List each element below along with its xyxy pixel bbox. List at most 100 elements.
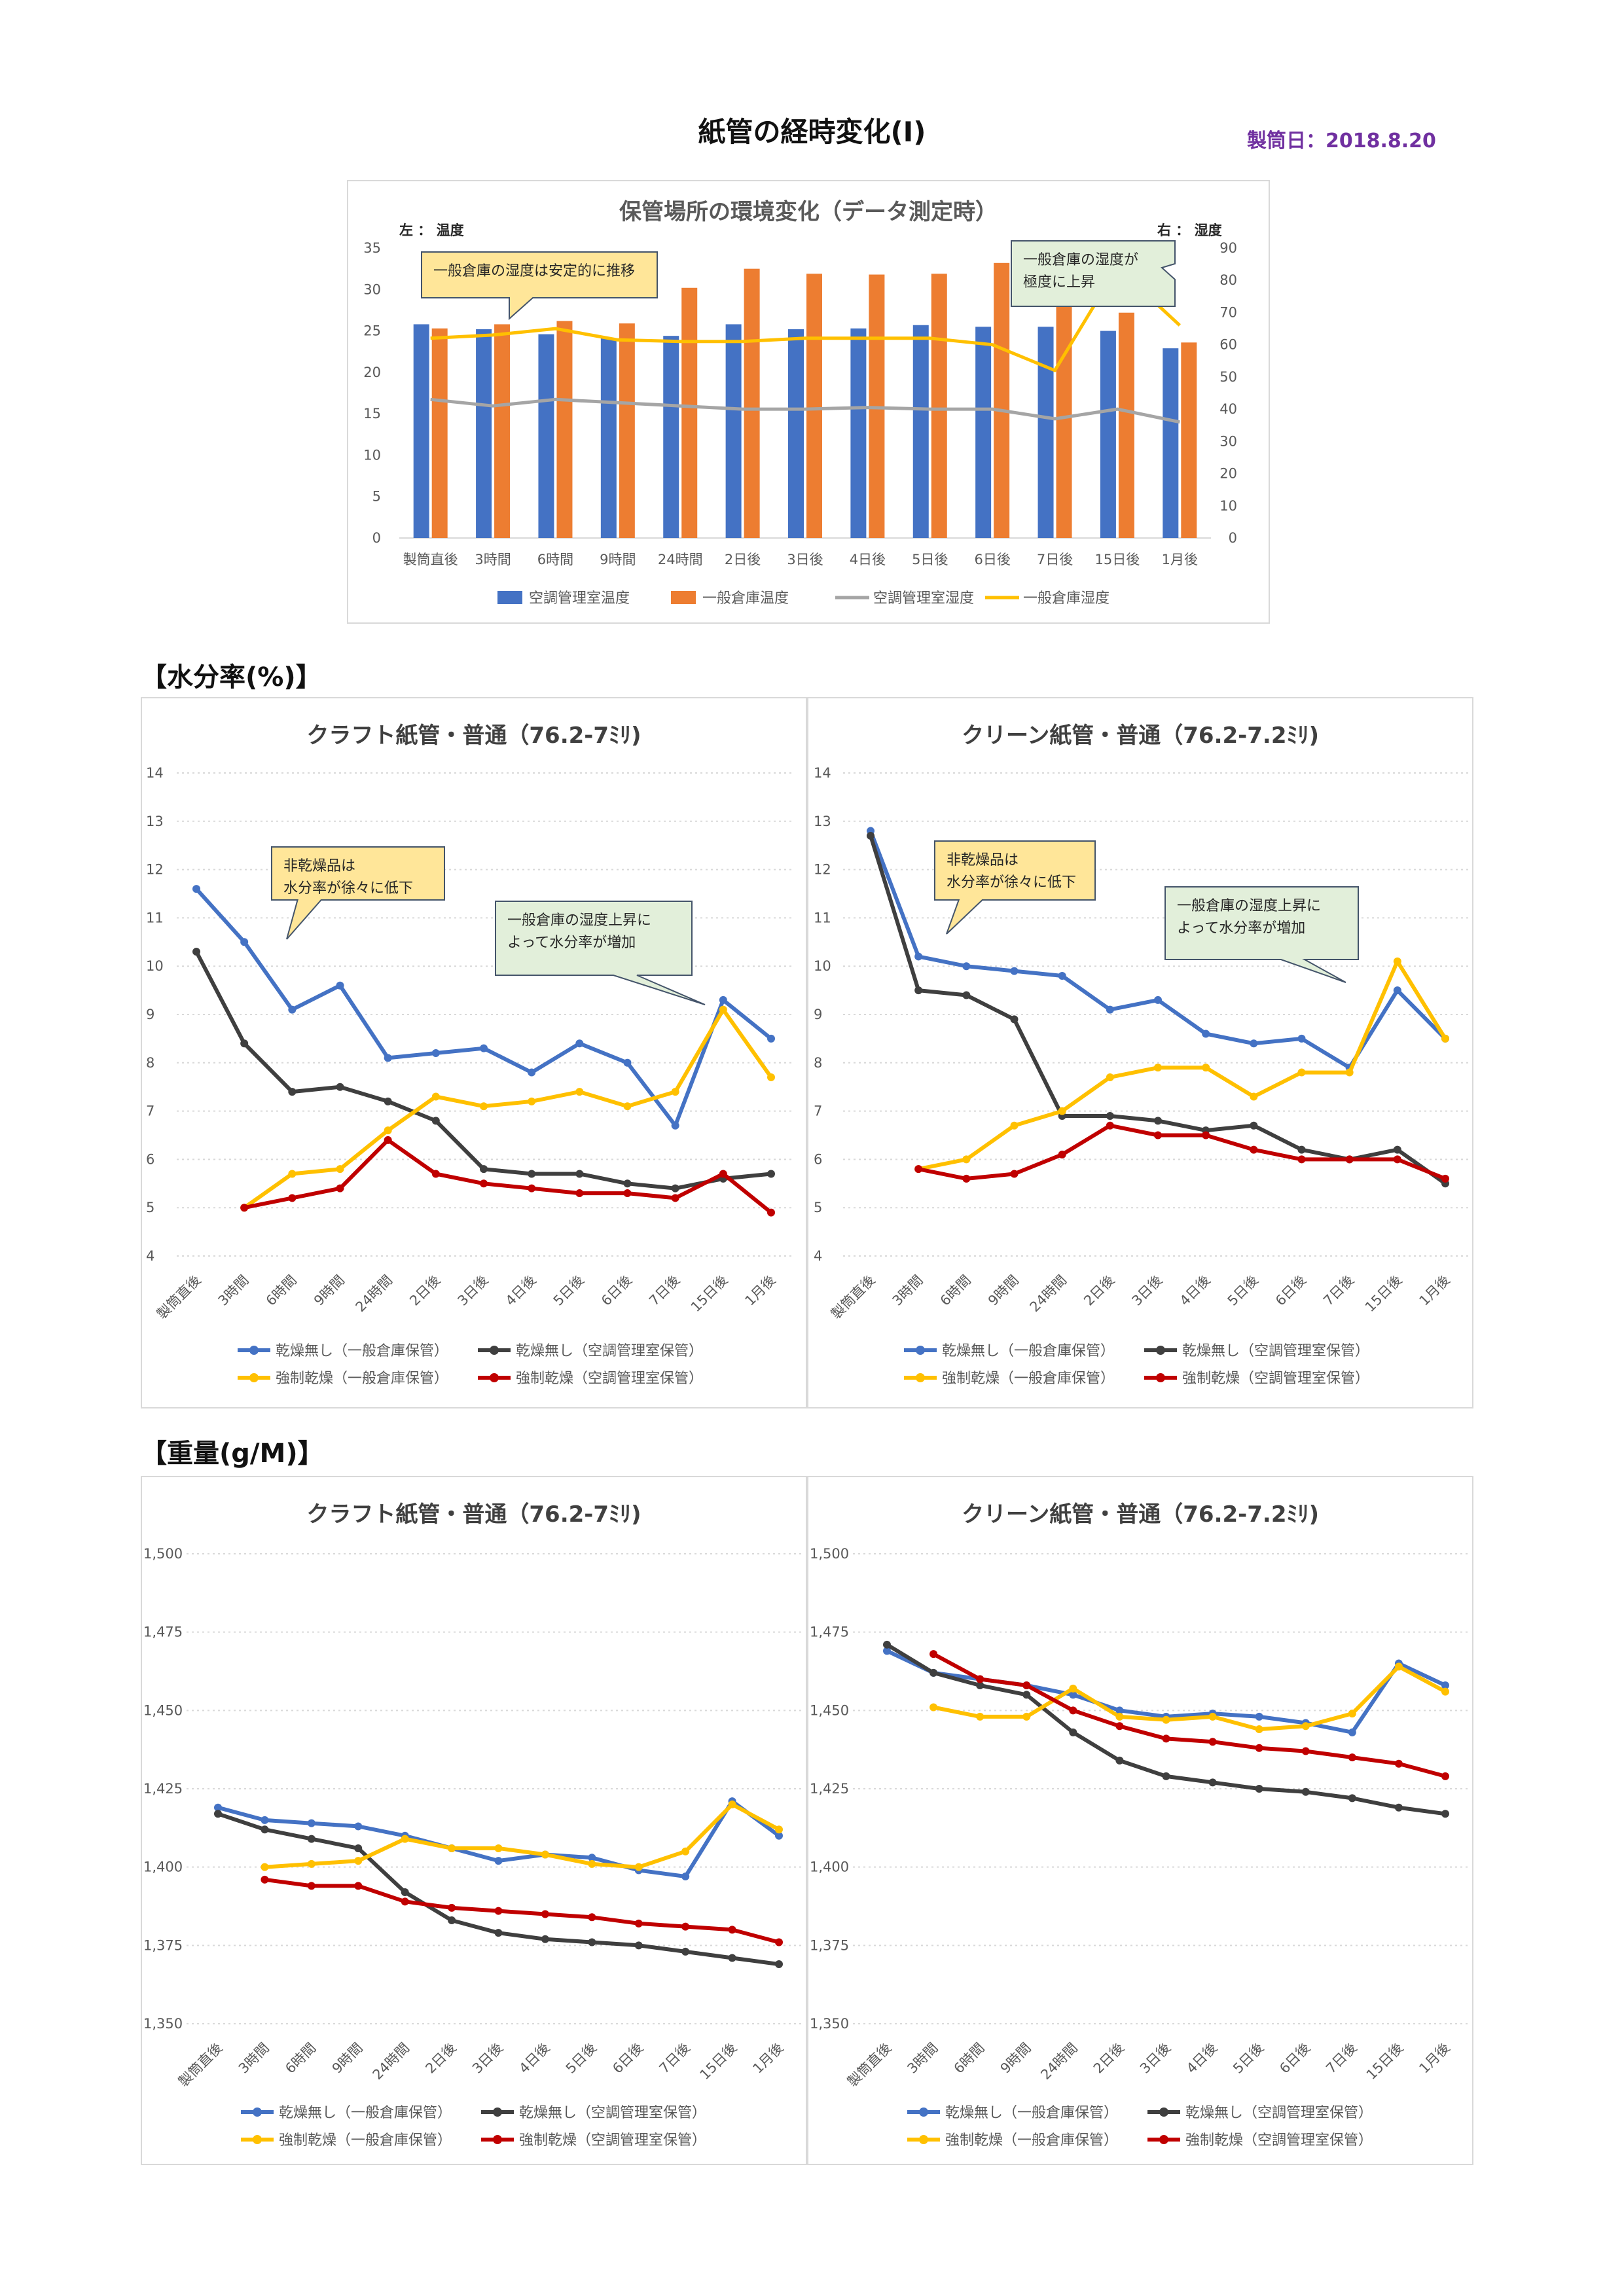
y-right-tick-label: 0 (1229, 530, 1237, 546)
data-point (494, 1844, 503, 1852)
data-point (1022, 1712, 1031, 1721)
legend-marker (493, 2135, 502, 2144)
callout-moisture-rise-text: 一般倉庫の湿度上昇に (507, 912, 651, 929)
data-point (681, 1947, 690, 1956)
legend-marker (249, 1346, 259, 1355)
callout-moisture-decline-shape (271, 846, 445, 940)
data-point (671, 1194, 679, 1202)
y-tick-label: 4 (146, 1248, 154, 1264)
data-point (288, 1005, 297, 1014)
y-left-tick-label: 5 (372, 489, 381, 505)
data-point (336, 1165, 344, 1174)
data-point (623, 1102, 632, 1111)
data-point (307, 1859, 316, 1868)
y-tick-label: 1,475 (810, 1624, 849, 1640)
series-line-3 (918, 1123, 1447, 1181)
data-point (775, 1938, 783, 1946)
y-left-tick-label: 15 (363, 406, 381, 422)
legend-marker (919, 2135, 928, 2144)
legend-marker (253, 2135, 262, 2144)
y-tick-label: 5 (814, 1200, 822, 1215)
data-point (1393, 986, 1401, 995)
data-point (719, 1005, 727, 1014)
bar-1 (994, 262, 1010, 538)
data-point (1297, 1155, 1306, 1164)
data-point (1441, 1034, 1449, 1043)
chart-frame (807, 697, 1473, 1408)
data-point (494, 1929, 503, 1937)
x-tick-label: 4日後 (850, 552, 886, 567)
data-point (261, 1863, 269, 1871)
callout-rise-text: 一般倉庫の湿度が (1023, 252, 1138, 268)
data-point (1069, 1728, 1077, 1736)
data-point (1255, 1712, 1263, 1721)
legend-label: 強制乾燥（空調管理室保管） (1185, 2132, 1373, 2149)
data-point (1154, 1117, 1162, 1125)
environment-chart: 保管場所の環境変化（データ測定時） 左 ： 温度 右 ： 湿度 0 5 10 15 20 25 3… (347, 180, 1270, 624)
chart-title: クリーン紙管・普通（76.2-7.2ﾐﾘ) (962, 723, 1319, 749)
data-point (719, 996, 727, 1004)
humidity-line-0 (430, 397, 1180, 424)
legend-label: 乾燥無し（一般倉庫保管） (276, 1343, 448, 1359)
data-point (1202, 1131, 1210, 1139)
y-tick-label: 8 (146, 1055, 154, 1071)
data-point (1255, 1785, 1263, 1793)
chart-title: 保管場所の環境変化（データ測定時） (619, 199, 998, 225)
data-point (1301, 1722, 1310, 1731)
data-point (1162, 1734, 1170, 1743)
y-tick-label: 11 (814, 910, 831, 925)
data-point (671, 1184, 679, 1193)
series-line-2 (264, 1802, 780, 1869)
data-point (336, 1083, 344, 1091)
y-tick-label: 5 (146, 1200, 154, 1215)
data-point (448, 1903, 456, 1912)
data-point (1154, 1131, 1162, 1139)
data-point (1069, 1684, 1077, 1693)
data-point (240, 938, 249, 946)
data-point (401, 1888, 409, 1896)
y-left-tick-label: 30 (363, 281, 381, 297)
data-point (728, 1926, 736, 1934)
bar-1 (1056, 262, 1072, 538)
left-axis-label: 左 ： 温度 (399, 223, 464, 238)
data-point (1301, 1787, 1310, 1796)
callout-rise-shape (1011, 240, 1176, 307)
data-point (1022, 1691, 1031, 1699)
weight-chart-kraft: クラフト紙管・普通（76.2-7ﾐﾘ) 1,350 1,375 1,400 1,425 1… (141, 1476, 807, 2165)
data-point (767, 1034, 775, 1043)
y-tick-label: 6 (146, 1151, 154, 1167)
chart-frame (141, 1476, 807, 2165)
y-right-tick-label: 50 (1219, 369, 1237, 385)
data-point (867, 831, 875, 840)
legend-label: 空調管理室温度 (529, 590, 630, 607)
data-point (1441, 1687, 1449, 1696)
data-point (1106, 1111, 1114, 1120)
y-right-tick-label: 10 (1219, 498, 1237, 514)
y-right-tick-label: 70 (1219, 304, 1237, 320)
y-left-tick-label: 10 (363, 447, 381, 463)
data-point (1154, 996, 1162, 1004)
data-point (623, 1179, 632, 1188)
data-point (588, 1859, 596, 1868)
legend-label: 乾燥無し（空調管理室保管） (516, 1343, 703, 1359)
data-point (588, 1913, 596, 1922)
data-point (962, 1174, 971, 1183)
data-point (1394, 1662, 1403, 1671)
legend-label: 乾燥無し（一般倉庫保管） (945, 2105, 1118, 2121)
bar-0 (1100, 331, 1116, 538)
data-point (214, 1810, 222, 1818)
callout-moisture-decline-text: 水分率が徐々に低下 (283, 880, 413, 897)
data-point (354, 1882, 363, 1890)
bar-0 (1038, 327, 1054, 538)
callout-stable-text: 一般倉庫の湿度は安定的に推移 (433, 263, 635, 279)
data-point (240, 1204, 249, 1212)
callout-moisture-decline-shape (934, 840, 1096, 935)
callout-stable-shape (421, 251, 658, 321)
legend-marker (1159, 2108, 1168, 2117)
data-point (775, 1831, 783, 1840)
bar-1 (931, 274, 947, 538)
series-line-2 (243, 1007, 773, 1210)
chart-title: クラフト紙管・普通（76.2-7ﾐﾘ) (306, 723, 641, 749)
x-tick-label: 5日後 (912, 552, 948, 567)
data-point (1297, 1145, 1306, 1154)
